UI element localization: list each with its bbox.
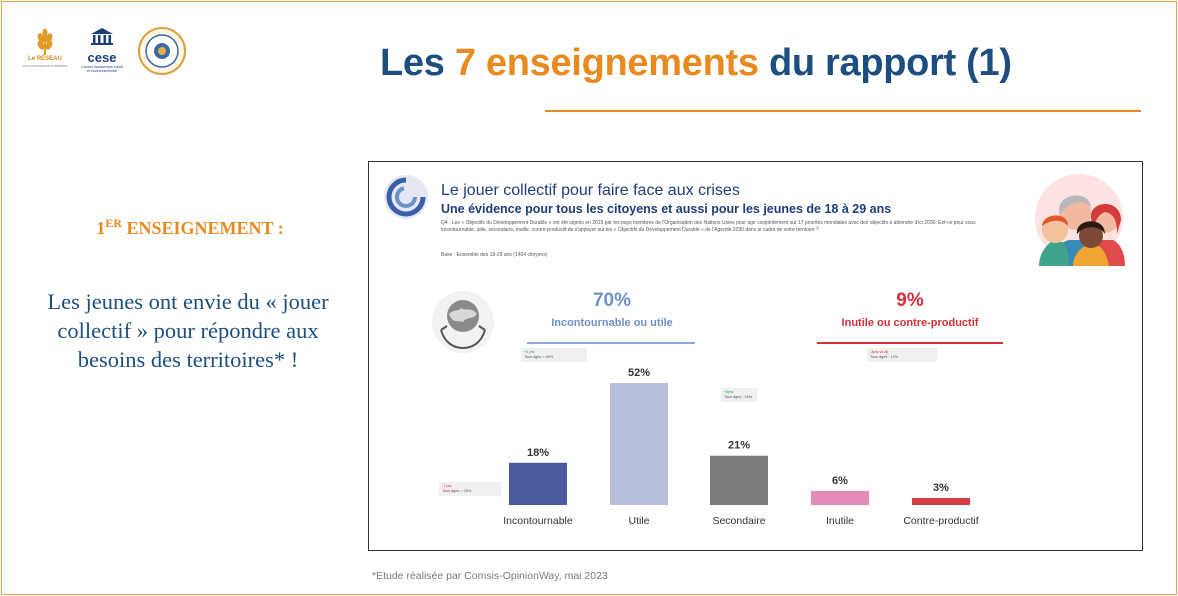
title-underline: [545, 110, 1141, 112]
incontournable-note: -7 pts Tous âges = 25%: [439, 482, 501, 496]
category-label: Secondaire: [712, 515, 765, 527]
wheat-icon: [37, 28, 53, 55]
positive-note-delta: +1 pts: [524, 350, 535, 354]
bar-value-label: 21%: [728, 440, 750, 452]
category-label: Inutile: [826, 515, 854, 527]
category-label: Utile: [628, 515, 649, 527]
chart-panel: Le jouer collectif pour faire face aux c…: [368, 161, 1143, 551]
bar-chart: 18% Incontournable 52% Utile 21% Secondaire 6%…: [503, 367, 978, 527]
lesson-text: Les jeunes ont envie du « jouer collecti…: [47, 289, 329, 372]
positive-group-note: +1 pts Tous âges = 69%: [521, 348, 587, 362]
bar-incontournable: [509, 462, 567, 505]
positive-group-underline: [527, 342, 695, 344]
people-illustration: [1035, 174, 1125, 266]
lesson-number: 1: [96, 218, 106, 238]
reseau-logo-subtitle: ses communes solidaires: [22, 63, 68, 68]
bar-utile: [610, 383, 668, 505]
title-start: Les: [380, 42, 455, 84]
negative-note-all: Tous âges : 12%: [870, 355, 899, 359]
survey-base: Base : Ensemble des 18-29 ans (1404 cito…: [441, 252, 548, 258]
cese-logo: cese Conseil économique social et enviro…: [80, 26, 124, 82]
lesson-number-suffix: ER: [105, 216, 122, 230]
bar-value-label: 6%: [832, 475, 848, 487]
globe-hands-illustration: [432, 291, 494, 353]
lesson-label: ENSEIGNEMENT :: [121, 218, 284, 238]
building-icon: [91, 28, 113, 45]
incontournable-note-all: Tous âges = 25%: [442, 489, 472, 493]
secondaire-note-all: Tous âges : 16%: [724, 395, 753, 399]
positive-note-all: Tous âges = 69%: [524, 355, 554, 359]
chart-subtitle: Une évidence pour tous les citoyens et a…: [441, 202, 892, 216]
bar-value-label: 52%: [628, 367, 650, 379]
bar-secondaire: [710, 455, 768, 505]
positive-group: 70% Incontournable ou utile: [527, 290, 697, 329]
category-label: Contre-productif: [903, 515, 978, 527]
category-label: Incontournable: [503, 515, 573, 527]
seal-icon: [138, 27, 186, 75]
incontournable-note-delta: -7 pts: [442, 484, 452, 488]
negative-group: 9% Inutile ou contre-productif: [817, 290, 1003, 329]
secondaire-note: +5pts Tous âges : 16%: [721, 388, 757, 402]
seal-logo: [137, 26, 187, 76]
negative-group-note: -3pts vs all Tous âges : 12%: [867, 348, 937, 362]
circular-logo-icon: [384, 175, 428, 219]
reseau-logo: Le RÉSEAU ses communes solidaires: [20, 28, 70, 80]
bar-contre-productif: [912, 497, 970, 505]
footnote: *Etude réalisée par Comsis-OpinionWay, m…: [372, 570, 608, 582]
lesson-heading: 1ER ENSEIGNEMENT :: [40, 216, 340, 239]
survey-question: Q4 : Les « Objectifs du Développement Du…: [441, 220, 976, 233]
bar-inutile: [811, 490, 869, 505]
cese-logo-word: cese: [87, 50, 117, 65]
bar-value-label: 18%: [527, 447, 549, 459]
title-end: du rapport (1): [758, 42, 1012, 84]
negative-group-percent: 9%: [896, 290, 924, 311]
positive-group-label: Incontournable ou utile: [551, 317, 673, 329]
negative-note-delta: -3pts vs all: [870, 350, 889, 354]
secondaire-note-delta: +5pts: [724, 390, 734, 394]
negative-group-label: Inutile ou contre-productif: [841, 317, 979, 329]
chart-title: Le jouer collectif pour faire face aux c…: [441, 182, 740, 199]
bar-value-label: 3%: [933, 482, 949, 494]
positive-group-percent: 70%: [592, 290, 632, 311]
title-accent: 7 enseignements: [454, 42, 759, 84]
negative-group-underline: [817, 342, 1003, 344]
reseau-logo-name: Le RÉSEAU: [28, 56, 62, 62]
page-title: Les 7 enseignements du rapport (1): [380, 42, 1140, 85]
cese-logo-subtitle: Conseil économique social et environneme…: [81, 65, 123, 73]
